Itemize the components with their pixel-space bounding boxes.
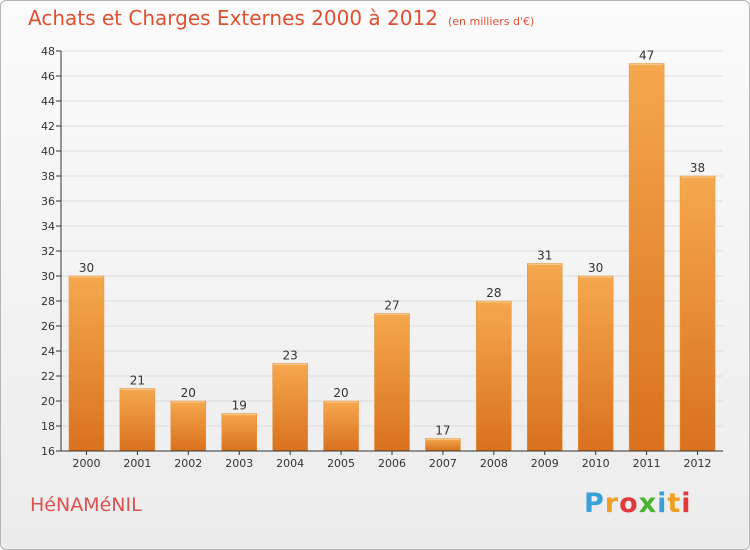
logo-letter: r	[604, 488, 620, 519]
y-tick-label: 22	[41, 370, 55, 383]
x-tick-label-2005: 2005	[327, 457, 355, 470]
y-tick-label: 34	[41, 220, 55, 233]
data-label-2007: 17	[435, 424, 450, 438]
title-unit: (en milliers d'€)	[447, 15, 535, 28]
y-tick-label: 26	[41, 320, 55, 333]
y-tick-label: 30	[41, 270, 55, 283]
y-tick-label: 40	[41, 145, 55, 158]
data-label-2001: 21	[130, 374, 145, 388]
data-label-2010: 30	[588, 261, 603, 275]
bar-2007	[425, 438, 461, 452]
x-tick-label-2012: 2012	[684, 457, 712, 470]
bars	[68, 63, 716, 452]
y-tick-label: 46	[41, 70, 55, 83]
x-tick-label-2003: 2003	[225, 457, 253, 470]
logo-letter: o	[619, 488, 639, 519]
y-tick-label: 44	[41, 95, 55, 108]
data-label-2011: 47	[639, 49, 654, 63]
x-tick-label-2002: 2002	[174, 457, 202, 470]
y-tick-label: 36	[41, 195, 55, 208]
x-tick-label-2006: 2006	[378, 457, 406, 470]
bar-2003	[221, 413, 257, 452]
y-tick-label: 48	[41, 45, 55, 58]
bar-2002	[170, 400, 207, 452]
y-tick-label: 16	[41, 445, 55, 458]
y-tick-label: 20	[41, 395, 55, 408]
chart-title: Achats et Charges Externes 2000 à 2012 (e…	[28, 6, 534, 30]
data-label-2006: 27	[384, 299, 399, 313]
y-tick-label: 38	[41, 170, 55, 183]
bar-2011	[628, 63, 665, 452]
labels: 30 21 20 19 23 20 27 17 28 31 30 47 38	[79, 49, 705, 438]
proxiti-logo: Proxiti	[584, 488, 692, 519]
x-tick-label-2001: 2001	[123, 457, 151, 470]
y-tick-label: 18	[41, 420, 55, 433]
x-tick-label-2008: 2008	[480, 457, 508, 470]
bar-2005	[323, 400, 359, 452]
data-label-2009: 31	[537, 249, 552, 263]
x-tick-label-2000: 2000	[72, 457, 100, 470]
y-tick-label: 24	[41, 345, 55, 358]
data-label-2012: 38	[690, 161, 705, 175]
x-tick-label-2009: 2009	[531, 457, 559, 470]
logo-letter: x	[638, 488, 658, 519]
x-tick-label-2007: 2007	[429, 457, 457, 470]
bar-2009	[527, 263, 563, 452]
data-label-2005: 20	[333, 386, 348, 400]
bar-2010	[577, 275, 614, 452]
data-label-2008: 28	[486, 286, 501, 300]
x-tick-label-2004: 2004	[276, 457, 304, 470]
axes: 16 18 20 22 24 26 28 30 32 34 36 38 40 42 44 46 48 2000 20…	[41, 45, 723, 470]
bar-2004	[272, 363, 308, 452]
commune-name: HéNAMéNIL	[30, 494, 142, 516]
y-tick-label: 28	[41, 295, 55, 308]
y-tick-label: 42	[41, 120, 55, 133]
data-label-2004: 23	[283, 349, 298, 363]
x-tick-label-2011: 2011	[633, 457, 661, 470]
data-label-2000: 30	[79, 261, 94, 275]
bar-2008	[476, 300, 512, 452]
logo-letter: i	[657, 488, 668, 519]
logo-letter: i	[681, 488, 692, 519]
bar-2001	[119, 388, 156, 452]
bar-2006	[374, 313, 410, 452]
title-text: Achats et Charges Externes 2000 à 2012	[28, 6, 438, 30]
logo-letter: t	[667, 488, 682, 519]
data-label-2002: 20	[181, 386, 196, 400]
bar-2000	[68, 275, 105, 452]
data-label-2003: 19	[232, 399, 247, 413]
bar-2012	[679, 175, 716, 452]
x-tick-label-2010: 2010	[582, 457, 610, 470]
logo-letter: P	[584, 488, 605, 519]
y-tick-label: 32	[41, 245, 55, 258]
